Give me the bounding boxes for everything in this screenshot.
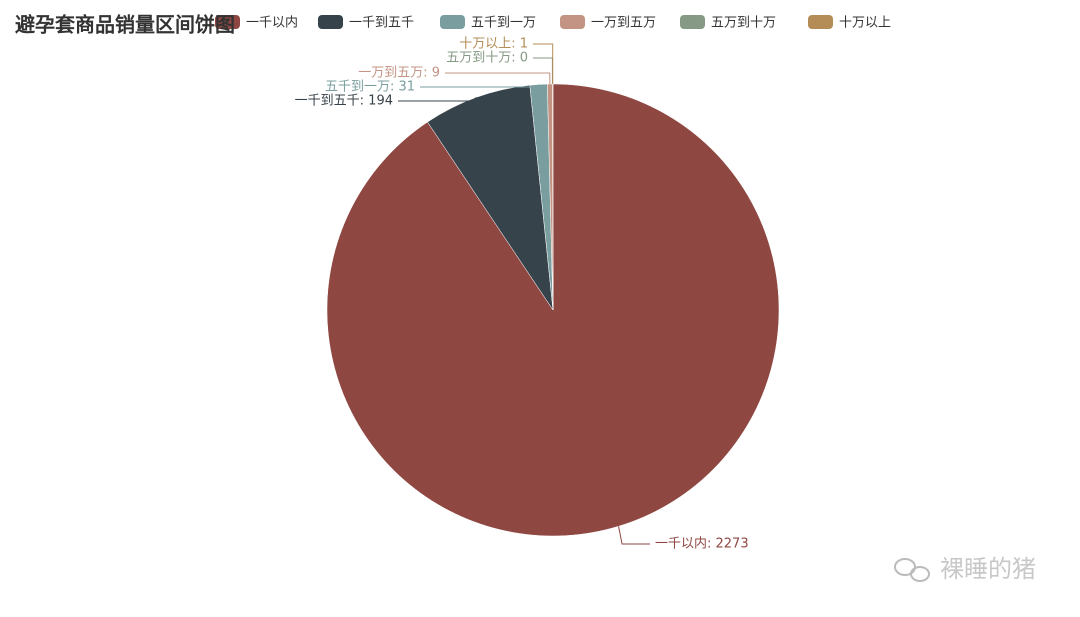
legend-label: 五千到一万 [471, 16, 536, 31]
leader-line [618, 526, 650, 545]
leader-line [398, 96, 477, 102]
legend-swatch [318, 15, 343, 29]
pie [326, 83, 780, 537]
data-label: 五万到十万: 0 [446, 51, 528, 66]
watermark-icon [894, 558, 930, 582]
legend-swatch [808, 15, 833, 29]
data-label: 十万以上: 1 [459, 37, 528, 52]
legend-swatch [440, 15, 465, 29]
legend-label: 一千以内 [246, 15, 298, 31]
legend-label: 十万以上 [839, 16, 891, 31]
chart-title: 避孕套商品销量区间饼图 [15, 13, 235, 37]
data-label: 五千到一万: 31 [325, 80, 415, 95]
data-label: 一千到五千: 194 [295, 94, 393, 109]
leader-line [533, 43, 554, 85]
leader-line [445, 72, 551, 85]
legend-swatch [215, 15, 240, 29]
watermark: 裸睡的猪 [940, 555, 1036, 583]
legend-swatch [560, 15, 585, 29]
legend: 一千以内 一千到五千 五千到一万 一万到五万 五万到十万 十万以上 [215, 15, 891, 31]
leader-line [420, 84, 540, 88]
data-label: 一千以内: 2273 [655, 536, 749, 552]
legend-label: 五万到十万 [711, 16, 776, 31]
data-label: 一万到五万: 9 [358, 66, 440, 81]
legend-label: 一万到五万 [591, 16, 656, 31]
legend-label: 一千到五千 [349, 16, 414, 31]
legend-swatch [680, 15, 705, 29]
